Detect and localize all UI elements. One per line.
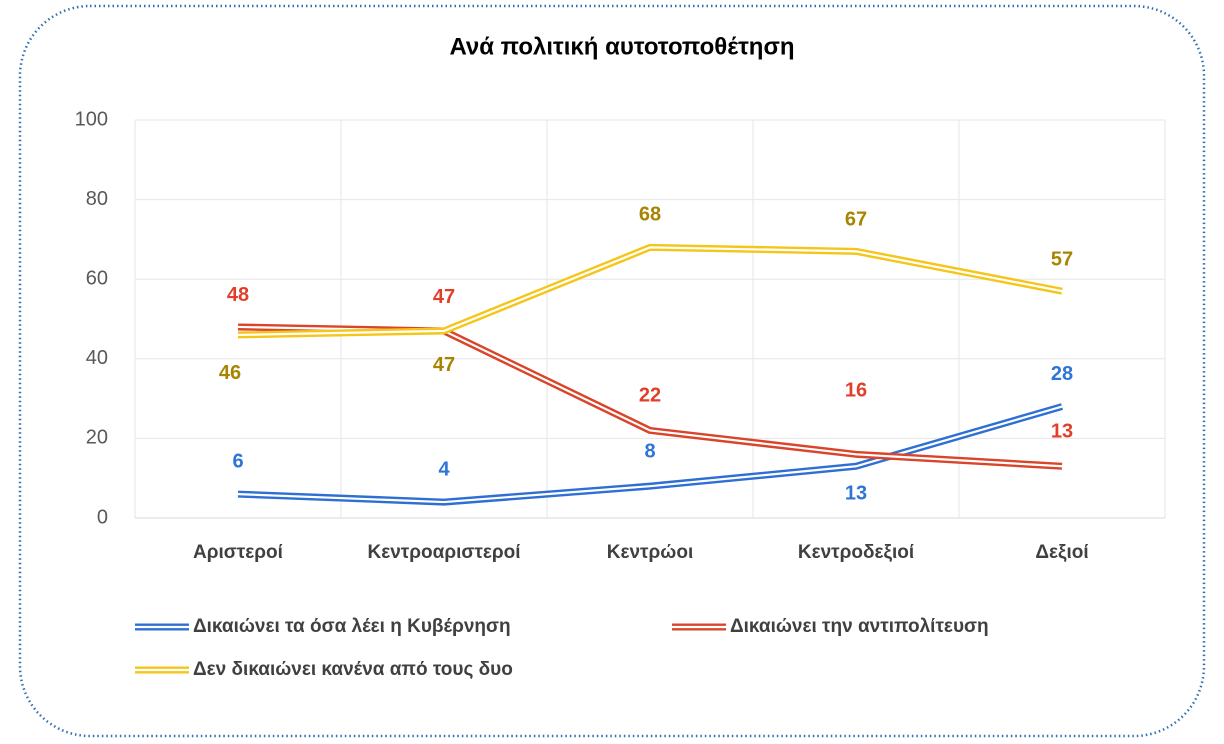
- data-label: 68: [639, 204, 661, 226]
- data-label: 13: [1051, 421, 1073, 443]
- data-label: 28: [1051, 363, 1073, 385]
- x-tick-label: Κεντροαριστεροί: [368, 542, 521, 563]
- y-tick-label: 20: [86, 427, 108, 449]
- data-label: 48: [227, 284, 249, 306]
- chart-title: Ανά πολιτική αυτοτοποθέτηση: [449, 33, 794, 60]
- legend-label: Δεν δικαιώνει κανένα από τους δυο: [193, 659, 513, 680]
- y-tick-label: 80: [86, 188, 108, 210]
- data-label: 46: [219, 362, 241, 384]
- data-label: 13: [845, 483, 867, 505]
- data-label: 8: [644, 440, 655, 462]
- y-tick-label: 40: [86, 347, 108, 369]
- x-tick-label: Κεντρώοι: [607, 542, 693, 563]
- data-label: 67: [845, 209, 867, 231]
- data-label: 57: [1051, 248, 1073, 270]
- y-tick-label: 100: [75, 108, 108, 130]
- series-line-inner: [237, 405, 1063, 504]
- legend-label: Δικαιώνει τα όσα λέει η Κυβέρνηση: [193, 616, 511, 637]
- frame: [18, 4, 1206, 738]
- y-tick-label: 60: [86, 267, 108, 289]
- x-tick-label: Αριστεροί: [193, 542, 283, 563]
- data-label: 47: [433, 354, 455, 376]
- series-line-inner: [237, 246, 1063, 337]
- data-label: 22: [639, 385, 661, 407]
- x-tick-label: Κεντροδεξιοί: [798, 542, 914, 563]
- x-tick-label: Δεξιοί: [1035, 542, 1088, 563]
- legend-label: Δικαιώνει την αντιπολίτευση: [730, 616, 989, 637]
- data-label: 4: [438, 458, 450, 480]
- data-label: 47: [433, 286, 455, 308]
- data-label: 6: [232, 450, 243, 472]
- data-label: 16: [845, 380, 867, 402]
- series-line: [237, 243, 1063, 339]
- y-tick-label: 0: [97, 506, 108, 528]
